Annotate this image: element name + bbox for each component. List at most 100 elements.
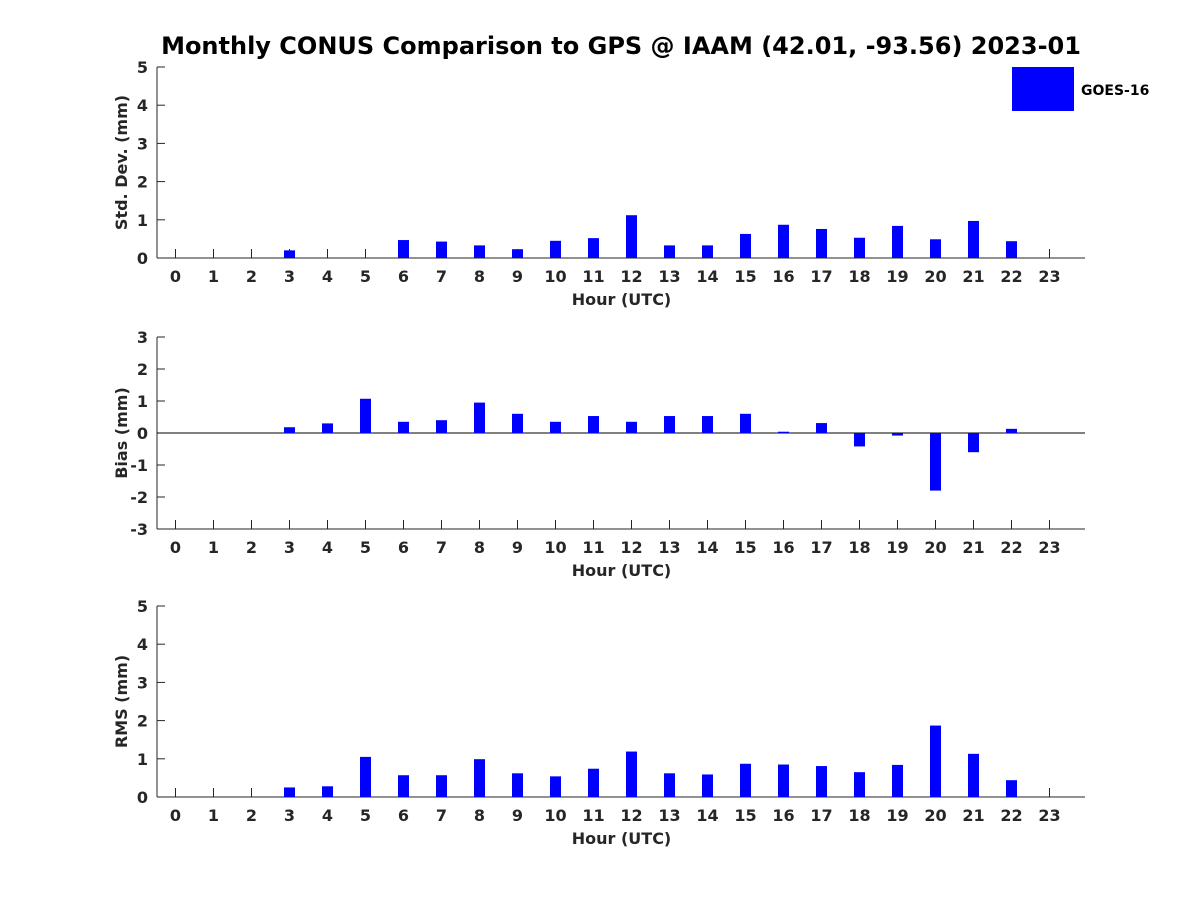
x-tick-label: 12 <box>620 267 642 286</box>
bar-rms-hour-5 <box>360 756 371 797</box>
x-tick-label: 10 <box>544 806 566 825</box>
x-tick-label: 13 <box>658 267 680 286</box>
x-tick-label: 4 <box>322 267 333 286</box>
bar-bias-hour-16 <box>778 431 789 433</box>
x-axis-label: Hour (UTC) <box>572 829 672 848</box>
x-tick-label: 23 <box>1038 806 1060 825</box>
x-tick-label: 16 <box>772 806 794 825</box>
y-tick-label: -1 <box>130 456 148 475</box>
x-tick-label: 10 <box>544 267 566 286</box>
x-tick-label: 15 <box>734 806 756 825</box>
x-tick-label: 5 <box>360 267 371 286</box>
x-tick-label: 19 <box>886 538 908 557</box>
bar-rms-hour-18 <box>854 772 865 797</box>
x-tick-label: 13 <box>658 538 680 557</box>
bar-std-dev-hour-9 <box>512 249 523 258</box>
bar-bias-hour-10 <box>550 421 561 433</box>
x-tick-label: 14 <box>696 538 718 557</box>
bar-rms-hour-20 <box>930 725 941 797</box>
x-tick-label: 7 <box>436 806 447 825</box>
legend-label: GOES-16 <box>1081 83 1149 99</box>
y-tick-label: 1 <box>137 211 148 230</box>
bar-rms-hour-8 <box>474 759 485 797</box>
x-axis-label: Hour (UTC) <box>572 290 672 309</box>
x-tick-label: 18 <box>848 538 870 557</box>
bar-std-dev-hour-7 <box>436 241 447 258</box>
bar-rms-hour-3 <box>284 787 295 797</box>
bar-bias-hour-22 <box>1006 428 1017 433</box>
x-tick-label: 12 <box>620 806 642 825</box>
x-tick-label: 16 <box>772 267 794 286</box>
y-tick-label: 3 <box>137 134 148 153</box>
bar-bias-hour-7 <box>436 420 447 433</box>
x-tick-label: 2 <box>246 538 257 557</box>
x-tick-label: 14 <box>696 806 718 825</box>
bar-std-dev-hour-13 <box>664 245 675 258</box>
bar-bias-hour-4 <box>322 423 333 433</box>
x-tick-label: 21 <box>962 806 984 825</box>
x-tick-label: 5 <box>360 538 371 557</box>
x-tick-label: 9 <box>512 538 523 557</box>
y-tick-label: 4 <box>137 635 148 654</box>
x-tick-label: 2 <box>246 267 257 286</box>
y-tick-label: 2 <box>137 712 148 731</box>
bar-rms-hour-22 <box>1006 780 1017 797</box>
bar-bias-hour-6 <box>398 421 409 433</box>
bar-rms-hour-14 <box>702 774 713 797</box>
x-tick-label: 9 <box>512 806 523 825</box>
x-tick-label: 3 <box>284 267 295 286</box>
bar-bias-hour-15 <box>740 413 751 433</box>
x-tick-label: 13 <box>658 806 680 825</box>
bar-std-dev-hour-10 <box>550 240 561 258</box>
bar-bias-hour-14 <box>702 416 713 433</box>
x-tick-label: 17 <box>810 806 832 825</box>
x-tick-label: 21 <box>962 538 984 557</box>
x-tick-label: 3 <box>284 538 295 557</box>
x-tick-label: 20 <box>924 538 946 557</box>
x-tick-label: 1 <box>208 538 219 557</box>
x-tick-label: 16 <box>772 538 794 557</box>
x-tick-label: 22 <box>1000 806 1022 825</box>
bar-rms-hour-12 <box>626 751 637 797</box>
bar-bias-hour-9 <box>512 413 523 433</box>
bar-bias-hour-19 <box>892 433 903 436</box>
x-tick-label: 11 <box>582 267 604 286</box>
x-tick-label: 23 <box>1038 538 1060 557</box>
x-tick-label: 12 <box>620 538 642 557</box>
bar-rms-hour-16 <box>778 764 789 797</box>
bar-std-dev-hour-15 <box>740 233 751 258</box>
x-tick-label: 1 <box>208 806 219 825</box>
bar-std-dev-hour-16 <box>778 224 789 258</box>
bar-rms-hour-4 <box>322 786 333 797</box>
bar-bias-hour-21 <box>968 433 979 453</box>
bar-std-dev-hour-3 <box>284 250 295 258</box>
x-tick-label: 19 <box>886 806 908 825</box>
x-tick-label: 15 <box>734 538 756 557</box>
y-tick-label: 5 <box>137 597 148 616</box>
x-tick-label: 10 <box>544 538 566 557</box>
bar-rms-hour-15 <box>740 763 751 797</box>
y-tick-label: 3 <box>137 673 148 692</box>
x-tick-label: 19 <box>886 267 908 286</box>
y-tick-label: 1 <box>137 750 148 769</box>
x-tick-label: 6 <box>398 806 409 825</box>
y-tick-label: 0 <box>137 424 148 443</box>
y-tick-label: -3 <box>130 520 148 539</box>
y-tick-label: 0 <box>137 788 148 807</box>
bar-std-dev-hour-21 <box>968 220 979 258</box>
x-tick-label: 18 <box>848 267 870 286</box>
x-tick-label: 20 <box>924 806 946 825</box>
x-tick-label: 7 <box>436 267 447 286</box>
bar-bias-hour-13 <box>664 416 675 433</box>
bar-bias-hour-20 <box>930 433 941 491</box>
x-tick-label: 4 <box>322 538 333 557</box>
x-tick-label: 22 <box>1000 267 1022 286</box>
x-tick-label: 0 <box>170 267 181 286</box>
x-tick-label: 6 <box>398 267 409 286</box>
y-axis-label: Bias (mm) <box>112 387 131 479</box>
bar-rms-hour-11 <box>588 768 599 797</box>
y-tick-label: 5 <box>137 58 148 77</box>
